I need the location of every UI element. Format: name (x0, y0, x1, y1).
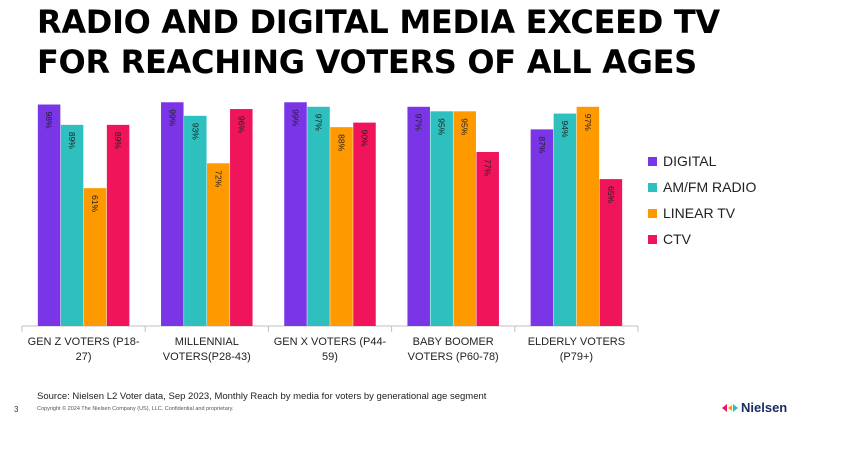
data-label: 95% (437, 118, 447, 135)
bar-ctv (476, 151, 499, 326)
legend-label-amfm: AM/FM RADIO (663, 179, 757, 195)
data-label: 94% (560, 121, 570, 138)
legend-swatch-ctv (648, 234, 657, 244)
category-label: (P79+) (560, 351, 593, 363)
data-label: 90% (360, 130, 370, 147)
legend-label-digital: DIGITAL (663, 153, 717, 169)
bar-ctv (599, 179, 623, 326)
bar-am-fm-radio (553, 113, 577, 326)
data-label: 97% (314, 114, 324, 131)
logo-text: Nielsen (741, 400, 788, 415)
bar-linear-tv (83, 188, 107, 326)
copyright-note: Copyright © 2024 The Nielsen Company (US… (37, 406, 234, 412)
legend-item-amfm: AM/FM RADIO (648, 174, 756, 200)
legend-label-ctv: CTV (663, 231, 691, 247)
data-label: 72% (213, 170, 223, 187)
legend-swatch-amfm (648, 182, 657, 192)
title-line-1: RADIO AND DIGITAL MEDIA EXCEED TV (37, 3, 720, 41)
category-label: GEN Z VOTERS (P18- (28, 336, 140, 348)
category-label: VOTERS (P60-78) (408, 351, 499, 363)
data-label: 97% (583, 114, 593, 131)
bar-linear-tv (453, 111, 476, 326)
bar-digital (407, 106, 430, 326)
data-label: 88% (337, 134, 347, 151)
data-label: 65% (606, 186, 616, 203)
data-label: 77% (483, 159, 493, 176)
data-label: 61% (90, 195, 100, 212)
title-line-2: FOR REACHING VOTERS OF ALL AGES (37, 43, 697, 81)
data-label: 93% (190, 123, 200, 140)
legend-item-ctv: CTV (648, 226, 756, 252)
nielsen-logo: Nielsen (722, 400, 787, 415)
bar-am-fm-radio (430, 111, 453, 326)
data-label: 99% (167, 109, 177, 126)
data-label: 87% (537, 136, 547, 153)
bar-digital (284, 102, 307, 326)
category-label: 59) (322, 351, 338, 363)
slide-title: RADIO AND DIGITAL MEDIA EXCEED TV FOR RE… (37, 2, 817, 82)
bar-ctv (230, 109, 253, 326)
data-label: 95% (460, 118, 470, 135)
category-label: MILLENNIAL (175, 336, 239, 348)
data-label: 97% (414, 114, 424, 131)
legend-swatch-digital (648, 156, 657, 166)
data-label: 99% (291, 109, 301, 126)
source-note: Source: Nielsen L2 Voter data, Sep 2023,… (37, 391, 487, 402)
data-label: 98% (44, 112, 54, 129)
data-label: 89% (113, 132, 123, 149)
legend-item-digital: DIGITAL (648, 148, 756, 174)
bar-linear-tv (207, 163, 230, 326)
data-label: 96% (236, 116, 246, 133)
category-label: ELDERLY VOTERS (528, 336, 625, 348)
bar-ctv (106, 124, 130, 326)
chart-legend: DIGITAL AM/FM RADIO LINEAR TV CTV (648, 148, 756, 252)
category-label: GEN X VOTERS (P44- (274, 336, 387, 348)
bar-am-fm-radio (184, 115, 207, 326)
legend-swatch-linear (648, 208, 657, 218)
bar-linear-tv (330, 127, 353, 327)
legend-item-linear: LINEAR TV (648, 200, 756, 226)
bar-digital (37, 104, 61, 327)
nielsen-logo-icon (722, 403, 738, 412)
category-label: BABY BOOMER (413, 336, 494, 348)
bar-digital (530, 129, 554, 326)
bar-am-fm-radio (307, 106, 330, 326)
legend-label-linear: LINEAR TV (663, 205, 736, 221)
data-label: 89% (67, 132, 77, 149)
bar-digital (161, 102, 184, 326)
slide-number: 3 (14, 405, 19, 414)
bar-linear-tv (576, 106, 600, 326)
category-label: VOTERS(P28-43) (163, 351, 251, 363)
bar-am-fm-radio (60, 124, 84, 326)
bar-ctv (353, 122, 376, 326)
category-label: 27) (76, 351, 92, 363)
